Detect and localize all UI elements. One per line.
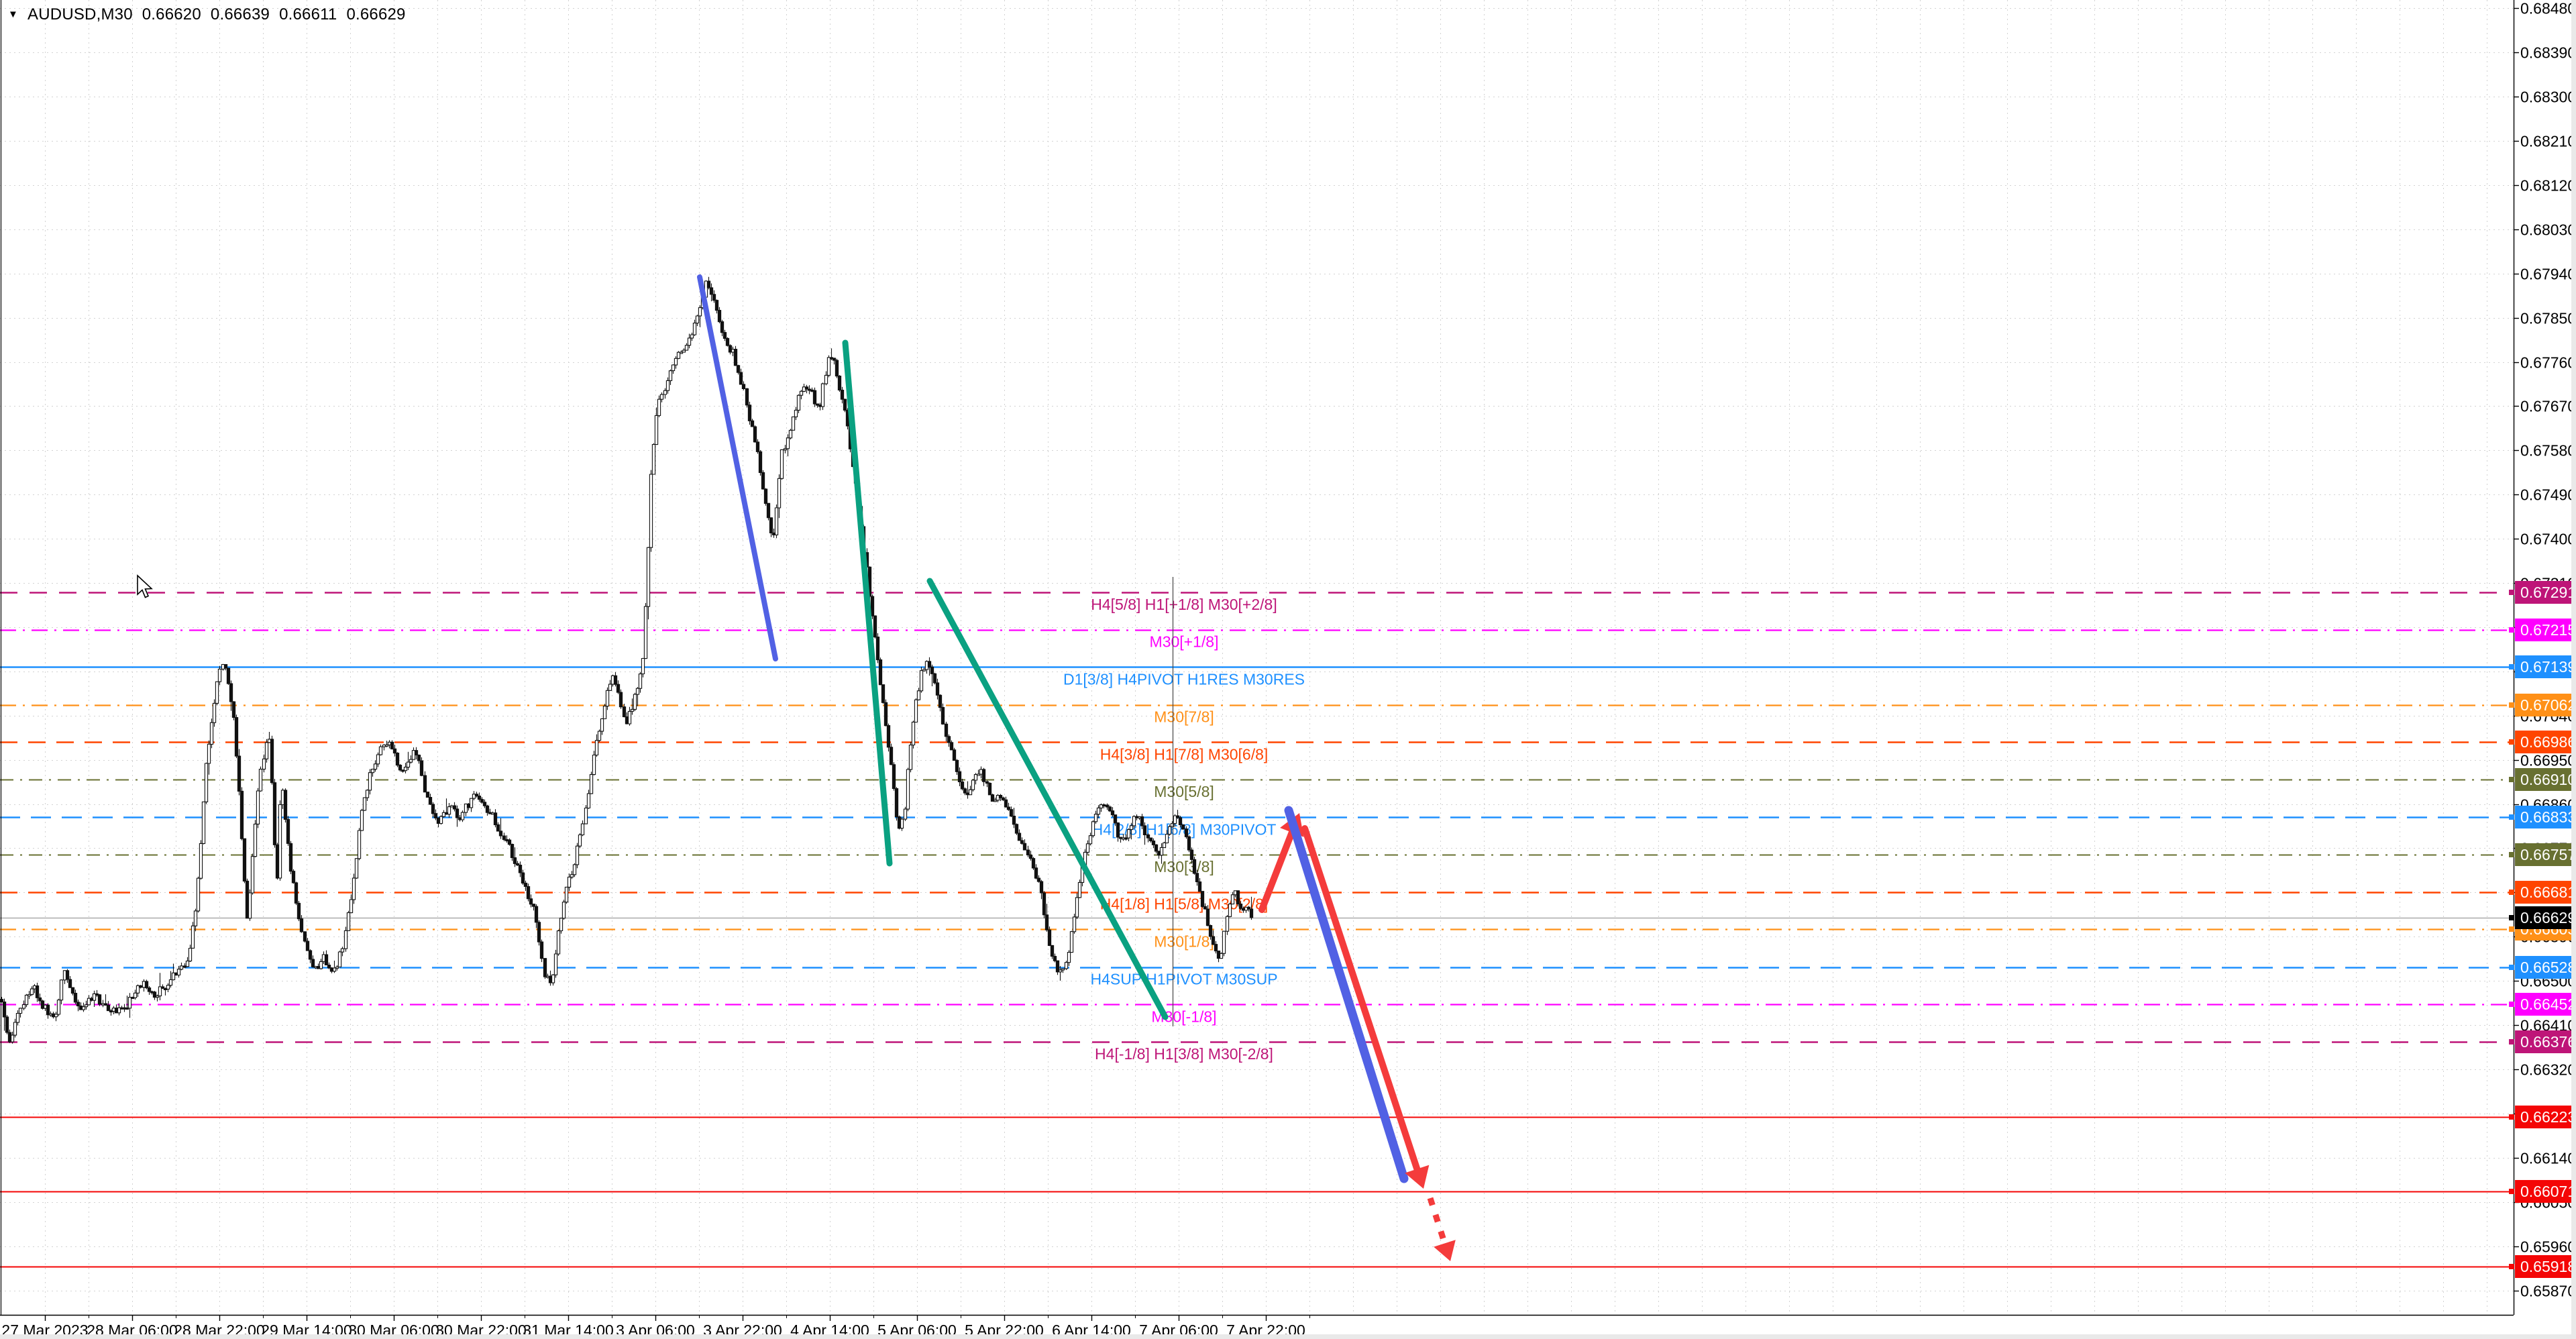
price-level-badge [2515,694,2574,716]
price-tick-label: 0.68030 [2520,221,2576,239]
chart-title: ▼ AUDUSD,M30 0.66620 0.66639 0.66611 0.6… [8,5,406,24]
window-edge-bottom [0,1334,2576,1339]
price-level-badge-value: 0.67062 [2520,696,2576,714]
ohlc-high: 0.66639 [210,5,270,23]
price-level-badge [2515,956,2574,979]
bullish-candles [10,280,1248,1042]
grid-lines [0,0,2514,1315]
price-level-badge [2515,731,2574,753]
price-tick-label: 0.66140 [2520,1150,2576,1167]
price-level-badge-value: 0.66452 [2520,996,2576,1013]
ohlc-open: 0.66620 [142,5,201,23]
price-level-badge-value: 0.67139 [2520,658,2576,676]
price-level-badge [2515,1030,2574,1053]
price-tick-label: 0.68120 [2520,177,2576,195]
price-level-badge [2515,906,2574,929]
price-level-badge [2515,1180,2574,1203]
price-tick-label: 0.67580 [2520,442,2576,460]
arrow-head [1405,1165,1430,1189]
trendline-teal-down-1[interactable] [842,339,893,867]
price-level-badge-value: 0.66986 [2520,733,2576,751]
price-tick-label: 0.68480 [2520,0,2576,17]
ohlc-close: 0.66629 [346,5,406,23]
pivot-level-label: M30[3/8] [1154,858,1214,875]
price-tick-label: 0.65960 [2520,1238,2576,1256]
price-level-badge [2515,1255,2574,1278]
projection-arrow-red-down[interactable] [1301,825,1423,1179]
pivot-level-label: M30[7/8] [1154,708,1214,726]
price-tick-label: 0.66950 [2520,752,2576,769]
mouse-cursor-icon [137,574,153,598]
pivot-level-label: H4SUP H1PIVOT M30SUP [1090,971,1277,988]
trendline-teal-down-2[interactable] [926,578,1169,1020]
symbol-period-label: AUDUSD,M30 [28,5,133,23]
price-tick-label: 0.67400 [2520,531,2576,548]
arrow-head [1434,1240,1456,1261]
bearish-candles [0,280,1254,1042]
price-tick-label: 0.67490 [2520,486,2576,504]
price-level-badge [2515,806,2574,828]
candle-wicks [1,276,1252,1044]
price-level-badge [2515,655,2574,678]
price-level-badge-value: 0.66629 [2520,909,2576,926]
pivot-level-label: M30[+1/8] [1150,633,1219,651]
price-level-badge-value: 0.66071 [2520,1183,2576,1200]
projection-arrow-red-dotted[interactable] [1427,1197,1450,1250]
drawing-objects[interactable] [697,274,1456,1261]
price-tick-label: 0.67940 [2520,266,2576,283]
candlestick-series[interactable] [0,276,1254,1044]
price-tick-label: 0.68210 [2520,133,2576,150]
price-level-badge-value: 0.67291 [2520,584,2576,601]
projection-arrow-red-up[interactable] [1258,823,1298,913]
price-tick-label: 0.67760 [2520,354,2576,372]
price-level-badge [2515,581,2574,604]
pivot-level-label: H4[3/8] H1[7/8] M30[6/8] [1100,745,1269,763]
price-level-badge-value: 0.67215 [2520,621,2576,639]
price-level-badge-value: 0.66757 [2520,846,2576,863]
price-level-badge-value: 0.66528 [2520,959,2576,976]
price-tick-label: 0.66320 [2520,1061,2576,1079]
projection-line-blue-down[interactable] [1284,806,1409,1183]
pivot-level-label: D1[3/8] H4PIVOT H1RES M30RES [1063,670,1305,688]
price-tick-label: 0.68390 [2520,44,2576,62]
pivot-level-label: H4[5/8] H1[+1/8] M30[+2/8] [1091,596,1277,613]
pivot-level-label: M30[5/8] [1154,783,1214,800]
price-level-badge [2515,843,2574,866]
price-level-badge [2515,619,2574,641]
price-level-badge-value: 0.66833 [2520,808,2576,826]
pivot-level-label: M30[1/8] [1154,932,1214,950]
price-level-badge [2515,993,2574,1016]
price-tick-label: 0.68300 [2520,89,2576,106]
price-level-badge-value: 0.66910 [2520,771,2576,788]
price-level-badge [2515,881,2574,904]
symbol-dropdown-icon[interactable]: ▼ [8,9,19,20]
price-tick-label: 0.67670 [2520,398,2576,415]
price-level-badge-value: 0.66223 [2520,1108,2576,1126]
ohlc-low: 0.66611 [279,5,337,23]
price-level-badge-value: 0.66681 [2520,883,2576,901]
pivot-level-label: H4[-1/8] H1[3/8] M30[-2/8] [1095,1045,1273,1063]
price-level-badge [2515,768,2574,791]
trendline-blue-down-1[interactable] [697,274,778,661]
price-tick-label: 0.65870 [2520,1283,2576,1300]
indicator-level-lines[interactable] [0,592,2514,1268]
price-level-badge-value: 0.66376 [2520,1033,2576,1051]
price-tick-label: 0.67850 [2520,310,2576,327]
window-edge-right [2571,0,2576,1339]
price-level-badge-value: 0.65918 [2520,1258,2576,1275]
price-level-badge [2515,1106,2574,1128]
